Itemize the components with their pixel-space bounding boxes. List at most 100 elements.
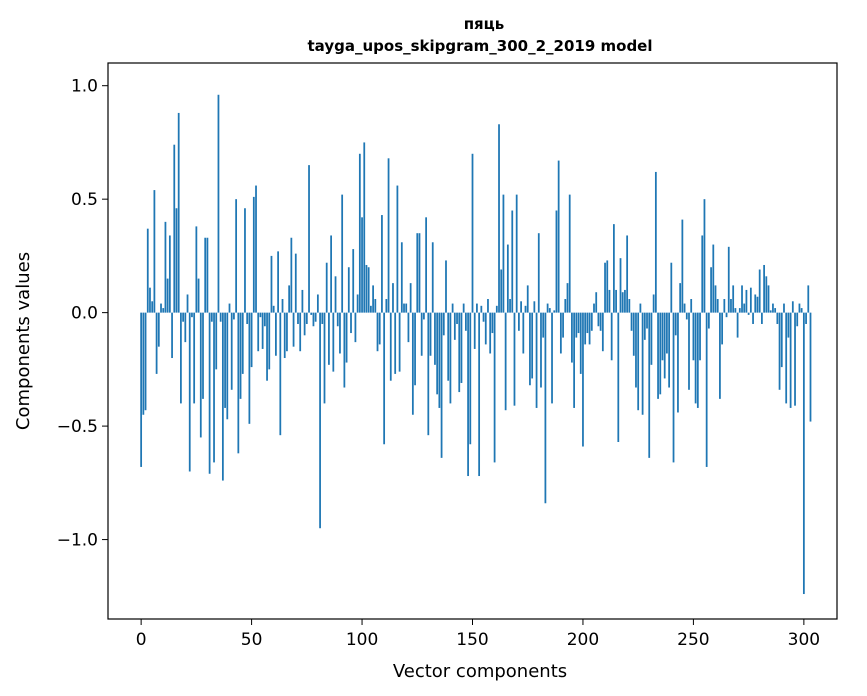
- bar: [275, 312, 277, 356]
- plot-frame: [107, 62, 838, 620]
- bar: [224, 312, 226, 408]
- bar: [805, 312, 807, 324]
- bar: [237, 312, 240, 454]
- bar: [518, 312, 520, 331]
- bar: [467, 312, 469, 477]
- bar: [780, 312, 783, 368]
- bar: [666, 312, 668, 354]
- bar: [597, 312, 600, 327]
- bar: [204, 237, 207, 313]
- bar: [423, 312, 425, 320]
- bar: [783, 303, 785, 313]
- bar: [628, 299, 631, 313]
- bar: [144, 312, 147, 411]
- bar: [480, 305, 483, 313]
- bar: [670, 262, 673, 313]
- bar: [674, 312, 677, 336]
- bar: [584, 312, 587, 345]
- bar: [738, 308, 741, 313]
- bar: [445, 260, 447, 313]
- bar: [162, 308, 165, 313]
- bar: [462, 303, 465, 313]
- bar: [573, 312, 575, 408]
- bar: [215, 312, 218, 370]
- bar: [654, 171, 657, 313]
- bar: [769, 310, 772, 313]
- bar: [281, 299, 284, 313]
- bar: [681, 219, 684, 313]
- bar: [723, 299, 726, 313]
- bar: [283, 312, 286, 359]
- bar: [579, 312, 582, 374]
- bar: [553, 310, 556, 313]
- bar: [734, 308, 737, 313]
- bar: [365, 264, 368, 313]
- bar: [319, 312, 321, 529]
- bar: [513, 312, 516, 406]
- bar: [420, 312, 423, 356]
- bar: [354, 312, 357, 343]
- chart-title-word: пяць: [464, 15, 505, 33]
- bar: [619, 258, 622, 313]
- bar: [763, 264, 765, 313]
- bar: [219, 312, 222, 322]
- bar: [175, 208, 178, 313]
- bar: [741, 285, 743, 313]
- bar: [632, 312, 635, 356]
- bar: [173, 144, 176, 313]
- bar: [334, 276, 337, 313]
- bar: [482, 312, 485, 322]
- bar: [469, 312, 472, 445]
- bar: [180, 312, 182, 404]
- x-tick-label: 200: [567, 630, 599, 650]
- bar: [195, 226, 198, 313]
- bar: [263, 312, 266, 327]
- bar: [677, 312, 679, 413]
- bar: [303, 312, 306, 336]
- bar: [791, 301, 794, 313]
- bar: [778, 312, 781, 390]
- bar: [544, 312, 547, 504]
- bar: [308, 165, 310, 313]
- bar: [506, 244, 509, 313]
- bar: [405, 303, 408, 313]
- y-tick-label: 0.5: [71, 190, 98, 210]
- bar: [758, 269, 761, 313]
- bar: [593, 303, 595, 313]
- bar: [796, 312, 799, 327]
- bar: [650, 312, 653, 365]
- bar: [456, 312, 458, 324]
- bar: [166, 278, 169, 313]
- bar: [730, 299, 732, 313]
- bar: [370, 305, 372, 313]
- bar: [339, 312, 341, 354]
- bar: [696, 312, 699, 408]
- bar: [495, 305, 498, 313]
- bar: [721, 312, 724, 345]
- bars-group: [140, 94, 812, 595]
- bar: [279, 312, 282, 436]
- chart-title-model: tayga_upos_skipgram_300_2_2019 model: [308, 37, 653, 55]
- bar: [637, 312, 640, 411]
- bar: [436, 312, 439, 395]
- bar: [487, 299, 489, 313]
- bar: [361, 217, 363, 313]
- x-axis-ticks: 0 50 100 150 200 250 300: [136, 619, 820, 650]
- bar: [389, 312, 392, 381]
- bar: [555, 210, 558, 313]
- bar: [809, 312, 812, 422]
- bar: [208, 312, 211, 474]
- bar: [153, 190, 156, 313]
- bar: [752, 312, 754, 324]
- bar: [531, 312, 534, 379]
- bar: [471, 153, 474, 313]
- bar: [398, 312, 401, 372]
- bar: [546, 303, 549, 313]
- y-axis-label: Components values: [13, 252, 34, 430]
- x-tick-label: 150: [456, 630, 488, 650]
- bar: [345, 312, 348, 363]
- bar: [774, 308, 777, 313]
- bar: [500, 269, 503, 313]
- bar: [239, 312, 242, 399]
- bar: [540, 312, 542, 388]
